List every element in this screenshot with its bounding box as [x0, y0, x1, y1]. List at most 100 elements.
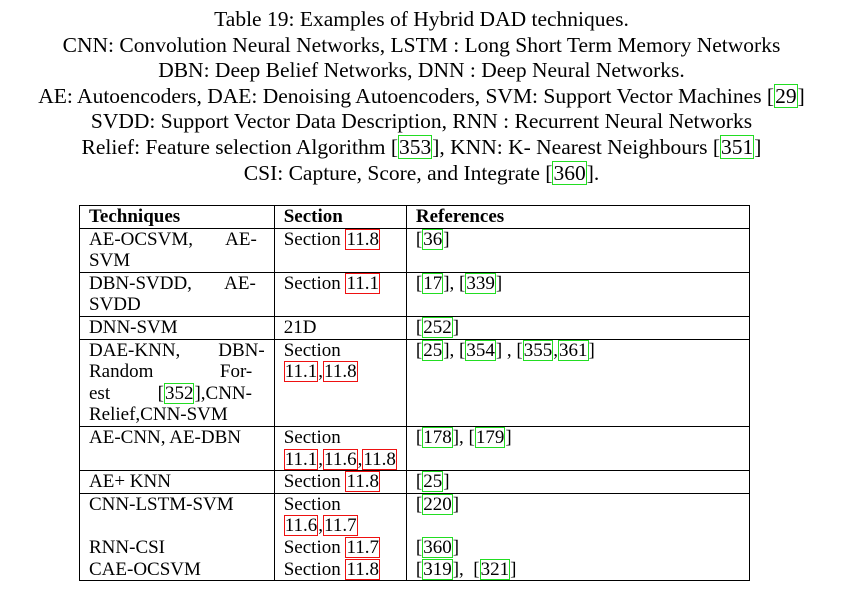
technique-text: CAE-OCSVM	[89, 558, 201, 580]
section-text: Section	[283, 558, 346, 580]
section-link[interactable]: 11.8	[323, 361, 358, 383]
citation-link[interactable]: 360	[552, 160, 587, 185]
caption-text: AE: Autoencoders, DAE: Denoising Autoenc…	[38, 83, 775, 108]
technique-text: Relief,CNN-SVM	[89, 404, 228, 426]
caption-text: ]	[797, 83, 805, 108]
section-text: Section	[283, 339, 341, 361]
citation-link[interactable]: 252	[422, 316, 453, 338]
section-link[interactable]: 11.7	[345, 536, 381, 558]
header-techniques: Techniques	[79, 205, 275, 229]
technique-cell: RNN-CSI	[79, 536, 275, 559]
citation-link[interactable]: 319	[422, 558, 453, 580]
section-link[interactable]: 11.1	[283, 361, 319, 383]
section-cell: Section 11.1,11.8	[273, 338, 407, 427]
section-link[interactable]: 11.8	[345, 471, 381, 493]
section-cell: Section 11.6,11.7	[273, 492, 407, 537]
section-link[interactable]: 11.6	[323, 448, 358, 470]
references-cell: [360]	[405, 536, 750, 559]
caption-text: ]	[754, 134, 762, 159]
technique-text: CNN-LSTM-SVM	[89, 493, 234, 515]
technique-text: AE+ KNN	[89, 471, 171, 493]
hybrid-dad-table: Techniques Section References AE-OCSVM, …	[79, 205, 750, 582]
caption-abbrev-csi: CSI: Capture, Score, and Integrate [360]…	[0, 160, 843, 187]
technique-cell: AE-OCSVM, AE- SVM	[79, 227, 275, 273]
section-link[interactable]: 11.7	[323, 515, 358, 537]
table-row: DNN-SVM 21D [252]	[79, 315, 750, 340]
citation-link[interactable]: 25	[422, 471, 444, 493]
section-text: Section	[283, 536, 346, 558]
references-cell: [36]	[405, 227, 750, 273]
technique-text: DNN-SVM	[89, 316, 178, 338]
table-row: AE-OCSVM, AE- SVM Section 11.8 [36]	[79, 227, 750, 273]
header-references: References	[405, 205, 750, 229]
references-cell: [252]	[405, 315, 750, 340]
section-link[interactable]: 11.1	[283, 448, 319, 470]
section-link[interactable]: 11.8	[345, 558, 381, 580]
section-cell: Section 11.8	[273, 558, 407, 582]
section-cell: Section 11.7	[273, 536, 407, 559]
section-link[interactable]: 11.8	[345, 228, 381, 250]
references-cell: [25]	[405, 470, 750, 494]
caption-abbrev-svdd-rnn: SVDD: Support Vector Data Description, R…	[90, 109, 753, 134]
caption-text: ].	[586, 160, 600, 185]
technique-text: SVDD	[89, 294, 141, 316]
technique-cell: DBN-SVDD, AE- SVDD	[79, 271, 275, 317]
caption-title: Table 19: Examples of Hybrid DAD techniq…	[214, 7, 629, 31]
citation-link[interactable]: 360	[422, 536, 453, 558]
citation-link[interactable]: 321	[479, 558, 511, 580]
caption-abbrev-dbn-dnn: DBN: Deep Belief Networks, DNN : Deep Ne…	[158, 58, 685, 83]
technique-cell: CNN-LSTM-SVM	[79, 492, 275, 537]
section-text: 21D	[283, 316, 317, 338]
section-cell: Section 11.8	[273, 227, 407, 273]
citation-link[interactable]: 36	[422, 228, 444, 250]
technique-text: ],CNN-	[194, 382, 252, 404]
section-cell: Section 11.1,11.6,11.8	[273, 425, 407, 472]
citation-link[interactable]: 178	[422, 426, 453, 448]
citation-link[interactable]: 352	[163, 382, 195, 404]
technique-text: DBN-SVDD, AE-	[89, 272, 256, 294]
citation-link[interactable]: 351	[720, 134, 755, 159]
section-cell: Section 11.8	[273, 470, 407, 494]
caption-abbrev-cnn-lstm: CNN: Convolution Neural Networks, LSTM :…	[62, 32, 781, 57]
technique-text: est [	[89, 382, 164, 404]
references-cell: [319], [321]	[405, 558, 750, 582]
citation-link[interactable]: 179	[474, 426, 506, 448]
table-row: AE-CNN, AE-DBN Section 11.1,11.6,11.8 [1…	[79, 425, 750, 472]
header-section: Section	[273, 205, 407, 229]
technique-text: DAE-KNN, DBN-	[89, 339, 265, 361]
caption-text: ], KNN: K- Nearest Neighbours [	[432, 134, 721, 159]
section-link[interactable]: 11.1	[345, 272, 381, 294]
technique-text: SVM	[89, 250, 131, 272]
references-cell: [25], [354] , [355,361]	[405, 338, 750, 427]
citation-link[interactable]: 25	[422, 339, 444, 361]
citation-link[interactable]: 220	[422, 493, 453, 515]
caption-abbrev-relief-knn: Relief: Feature selection Algorithm [353…	[0, 134, 843, 161]
technique-cell: AE+ KNN	[79, 470, 275, 494]
section-cell: Section 11.1	[273, 271, 407, 317]
citation-link[interactable]: 355	[522, 339, 554, 361]
references-cell: [220]	[405, 492, 750, 537]
citation-link[interactable]: 29	[774, 83, 798, 108]
table-header-row: Techniques Section References	[79, 205, 750, 229]
references-cell: [178], [179]	[405, 425, 750, 472]
section-text: Section	[283, 426, 341, 448]
section-link[interactable]: 11.6	[283, 515, 319, 537]
technique-cell: CAE-OCSVM	[79, 558, 275, 582]
section-link[interactable]: 11.8	[362, 448, 397, 470]
technique-cell: DNN-SVM	[79, 315, 275, 340]
caption-text: CSI: Capture, Score, and Integrate [	[243, 160, 553, 185]
technique-cell: AE-CNN, AE-DBN	[79, 425, 275, 472]
technique-text: AE-OCSVM, AE-	[89, 228, 257, 250]
technique-text: Random For-	[89, 361, 253, 383]
citation-link[interactable]: 339	[465, 272, 496, 294]
section-cell: 21D	[273, 315, 407, 340]
table-row: DAE-KNN, DBN- Random For- est [352],CNN-…	[79, 338, 750, 427]
table-row: RNN-CSI Section 11.7 [360]	[79, 536, 750, 559]
citation-link[interactable]: 354	[465, 339, 496, 361]
table-row: CAE-OCSVM Section 11.8 [319], [321]	[79, 558, 750, 582]
section-text: Section	[283, 471, 346, 493]
citation-link[interactable]: 361	[558, 339, 589, 361]
citation-link[interactable]: 17	[422, 272, 444, 294]
table-caption: Table 19: Examples of Hybrid DAD techniq…	[0, 7, 843, 186]
citation-link[interactable]: 353	[397, 134, 433, 159]
